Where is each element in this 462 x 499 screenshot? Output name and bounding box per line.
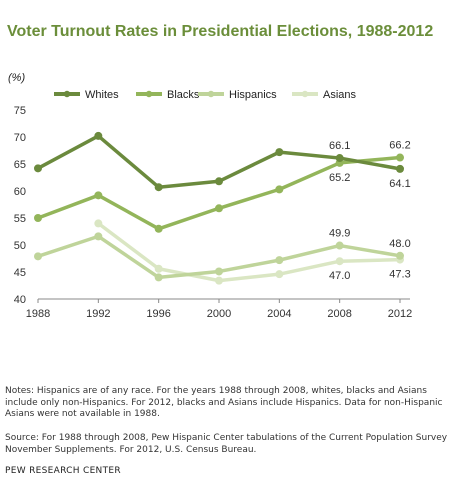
y-tick-label: 60 — [14, 186, 26, 198]
series-line-asians — [96, 221, 402, 283]
data-label: 49.9 — [329, 228, 350, 240]
data-point-asians — [215, 276, 223, 285]
data-label: 47.0 — [329, 270, 350, 282]
data-point-hispanics — [275, 256, 284, 265]
y-tick-label: 55 — [14, 213, 26, 225]
data-point-hispanics — [215, 267, 223, 276]
chart-legend: Whites Blacks Hispanics Asians — [54, 89, 357, 101]
data-label: 48.0 — [389, 238, 410, 250]
data-point-whites — [154, 183, 163, 192]
y-tick-label: 75 — [14, 105, 26, 117]
legend-label: Blacks — [167, 89, 200, 101]
x-tick-label: 2012 — [388, 308, 412, 320]
x-tick-label: 2004 — [267, 308, 291, 320]
x-tick-label: 1996 — [146, 308, 170, 320]
legend-label: Asians — [323, 89, 357, 101]
legend-marker — [301, 90, 309, 98]
legend-marker — [63, 90, 71, 98]
data-point-hispanics — [154, 273, 163, 282]
chart-series — [34, 131, 404, 285]
data-point-whites — [275, 148, 284, 157]
data-labels: 66.1 65.2 66.2 64.1 49.9 47.0 48.0 47.3 — [329, 140, 411, 283]
y-unit-label: (%) — [8, 72, 26, 84]
data-point-hispanics — [396, 251, 404, 260]
data-point-whites — [94, 131, 103, 140]
data-label: 47.3 — [389, 269, 410, 281]
data-point-whites — [335, 154, 344, 163]
legend-label: Hispanics — [229, 89, 277, 101]
data-point-hispanics — [335, 241, 344, 250]
turnout-line-chart: Whites Blacks Hispanics Asians 40 45 50 55 60 65… — [14, 89, 412, 320]
data-point-whites — [215, 177, 223, 186]
x-tick-label: 2000 — [207, 308, 231, 320]
legend-label: Whites — [85, 89, 119, 101]
data-point-asians — [94, 219, 103, 228]
y-tick-label: 45 — [14, 267, 26, 279]
data-point-asians — [154, 264, 163, 273]
chart-source: Source: For 1988 through 2008, Pew Hispa… — [5, 433, 448, 455]
series-line-blacks — [36, 155, 402, 231]
data-point-hispanics — [94, 232, 103, 241]
x-tick-label: 1988 — [26, 308, 50, 320]
legend-marker — [207, 90, 215, 98]
y-tick-label: 50 — [14, 240, 26, 252]
data-point-blacks — [154, 224, 163, 233]
y-tick-label: 65 — [14, 159, 26, 171]
data-point-whites — [396, 164, 404, 173]
x-tick-label: 1992 — [86, 308, 110, 320]
data-point-hispanics — [34, 252, 42, 261]
data-point-whites — [34, 164, 42, 173]
chart-axes: 40 45 50 55 60 65 70 75 1988 1992 1996 2000 2004 2008… — [14, 105, 412, 320]
data-label: 64.1 — [389, 178, 410, 190]
organization-credit: PEW RESEARCH CENTER — [5, 466, 121, 476]
data-point-asians — [275, 270, 284, 279]
chart-title: Voter Turnout Rates in Presidential Elec… — [7, 23, 434, 40]
data-point-blacks — [34, 214, 42, 222]
data-label: 65.2 — [329, 172, 350, 184]
data-label: 66.2 — [389, 140, 410, 152]
y-tick-label: 40 — [14, 294, 26, 306]
y-tick-label: 70 — [14, 132, 26, 144]
x-tick-label: 2008 — [327, 308, 351, 320]
chart-notes: Notes: Hispanics are of any race. For th… — [5, 386, 443, 419]
data-point-asians — [335, 257, 344, 266]
legend-marker — [145, 90, 153, 98]
data-label: 66.1 — [329, 140, 350, 152]
data-point-blacks — [94, 191, 103, 200]
data-point-blacks — [275, 185, 284, 194]
data-point-blacks — [215, 204, 223, 213]
data-point-blacks — [396, 153, 404, 162]
